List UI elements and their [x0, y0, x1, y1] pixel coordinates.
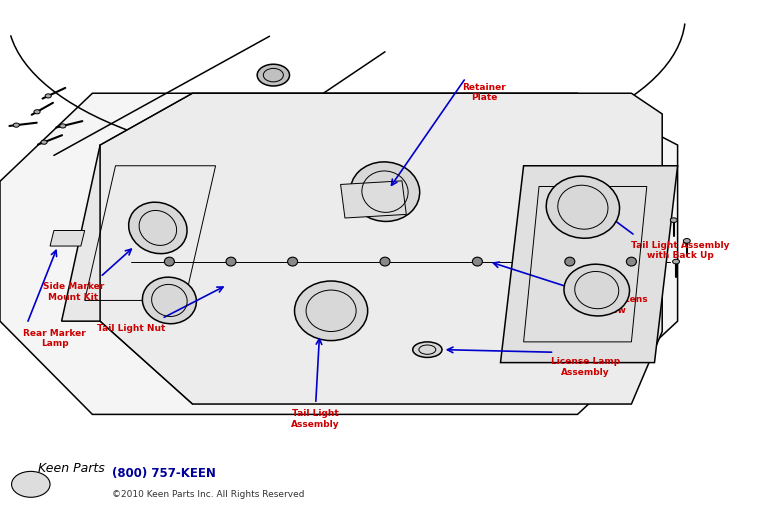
Ellipse shape — [672, 259, 680, 264]
Ellipse shape — [257, 64, 290, 86]
Ellipse shape — [564, 264, 630, 316]
Text: Side Marker
Mount Kit: Side Marker Mount Kit — [42, 282, 104, 301]
Polygon shape — [100, 93, 662, 404]
Text: Tail Light Lens
Screw: Tail Light Lens Screw — [574, 295, 648, 314]
Ellipse shape — [670, 218, 678, 223]
Ellipse shape — [380, 257, 390, 266]
Ellipse shape — [350, 162, 420, 221]
Ellipse shape — [142, 277, 196, 324]
Text: Tail Light Assembly
with Back Up: Tail Light Assembly with Back Up — [631, 241, 730, 260]
Ellipse shape — [34, 110, 40, 114]
Text: (800) 757-KEEN: (800) 757-KEEN — [112, 467, 216, 481]
Text: License Lamp
Assembly: License Lamp Assembly — [551, 357, 620, 377]
Ellipse shape — [41, 140, 47, 145]
Ellipse shape — [564, 257, 574, 266]
Ellipse shape — [165, 257, 174, 266]
Text: Tail Light
Assembly: Tail Light Assembly — [291, 409, 340, 428]
Ellipse shape — [13, 123, 19, 127]
Ellipse shape — [288, 257, 297, 266]
Ellipse shape — [413, 342, 442, 357]
Polygon shape — [500, 166, 678, 363]
Ellipse shape — [226, 257, 236, 266]
Text: Rear Marker
Lamp: Rear Marker Lamp — [23, 329, 85, 348]
Ellipse shape — [295, 281, 368, 341]
Text: Keen Parts: Keen Parts — [38, 462, 105, 476]
Text: Retainer
Plate: Retainer Plate — [462, 83, 506, 102]
Polygon shape — [0, 93, 678, 414]
Ellipse shape — [627, 257, 636, 266]
Polygon shape — [50, 231, 85, 246]
Polygon shape — [340, 181, 407, 218]
Text: Tail Light Nut: Tail Light Nut — [97, 324, 166, 333]
Circle shape — [12, 471, 50, 497]
Ellipse shape — [45, 94, 52, 98]
Polygon shape — [62, 145, 246, 321]
Ellipse shape — [472, 257, 482, 266]
Ellipse shape — [546, 176, 620, 238]
Text: ©2010 Keen Parts Inc. All Rights Reserved: ©2010 Keen Parts Inc. All Rights Reserve… — [112, 490, 304, 499]
Ellipse shape — [129, 202, 187, 254]
Ellipse shape — [60, 124, 66, 128]
Ellipse shape — [684, 238, 691, 243]
